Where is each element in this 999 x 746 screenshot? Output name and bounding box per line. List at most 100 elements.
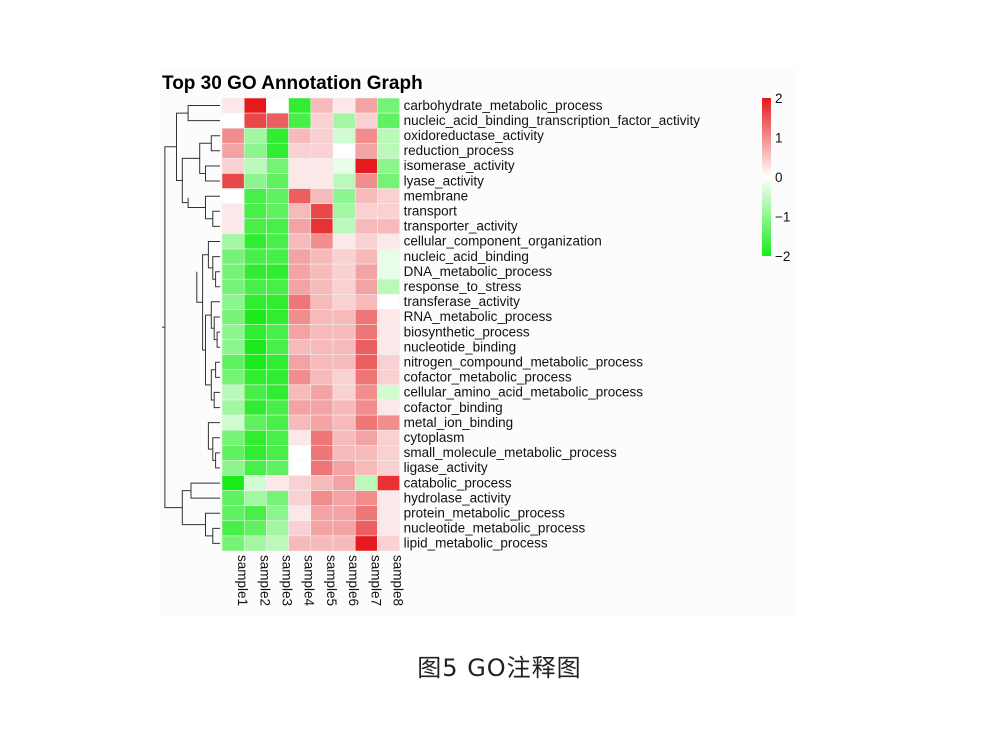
heatmap-cell (310, 399, 334, 416)
heatmap-cell (243, 97, 267, 114)
legend-tick-label: 0 (775, 170, 783, 185)
heatmap-cell (243, 248, 267, 265)
heatmap-cell (288, 158, 312, 174)
row-label: hydrolase_activity (404, 490, 512, 505)
heatmap-cell (221, 127, 245, 144)
heatmap-cells (221, 97, 400, 552)
heatmap-cell (243, 158, 267, 174)
heatmap-cell (243, 354, 267, 371)
heatmap-cell (243, 505, 267, 522)
heatmap-cell (332, 294, 356, 310)
row-label: nucleotide_metabolic_process (404, 521, 586, 536)
heatmap-cell (310, 203, 334, 220)
heatmap-cell (288, 384, 312, 401)
heatmap-cell (266, 399, 289, 416)
heatmap-cell (310, 339, 334, 355)
column-label: sample3 (280, 555, 295, 606)
row-label: cytoplasm (404, 430, 465, 445)
legend-tick-label: 1 (775, 131, 783, 146)
heatmap-cell (310, 278, 334, 295)
heatmap-cell (377, 490, 400, 506)
heatmap-cell (243, 263, 267, 280)
heatmap-cell (221, 173, 245, 189)
dendrogram-branch (212, 527, 220, 544)
heatmap-cell (377, 248, 400, 265)
heatmap-cell (221, 218, 245, 235)
heatmap-cell (354, 248, 378, 265)
dendrogram-branch (187, 105, 220, 122)
heatmap-cell (221, 324, 245, 340)
heatmap-cell (288, 188, 312, 204)
heatmap-cell (377, 399, 400, 416)
figure-caption: 图5 GO注释图 (417, 654, 582, 682)
dendrogram-branch (190, 482, 220, 499)
heatmap-cell (266, 520, 289, 537)
heatmap-cell (332, 414, 356, 431)
heatmap-cell (221, 429, 245, 446)
row-label: cellular_component_organization (404, 234, 602, 249)
column-label: sample6 (346, 555, 361, 606)
heatmap-cell (243, 475, 267, 491)
heatmap-cell (354, 369, 378, 386)
heatmap-cell (266, 127, 289, 144)
heatmap-cell (310, 535, 334, 552)
heatmap-cell (288, 143, 312, 159)
column-label: sample8 (391, 555, 406, 606)
heatmap-cell (310, 384, 334, 401)
dendrogram-branch (215, 271, 220, 288)
heatmap-cell (288, 490, 312, 506)
dendrogram-branch (210, 369, 216, 401)
heatmap-cell (332, 97, 356, 114)
chart-title: Top 30 GO Annotation Graph (162, 73, 423, 94)
heatmap-cell (243, 520, 267, 537)
column-label: sample2 (257, 555, 272, 606)
heatmap-cell (266, 535, 289, 552)
column-label: sample5 (324, 555, 339, 606)
heatmap-cell (310, 309, 334, 325)
heatmap-cell (221, 248, 245, 265)
heatmap-cell (266, 233, 289, 250)
heatmap-cell (221, 535, 245, 552)
heatmap-cell (354, 127, 378, 144)
heatmap-cell (310, 112, 334, 129)
heatmap-cell (354, 173, 378, 189)
heatmap-cell (377, 414, 400, 431)
heatmap-cell (377, 97, 400, 114)
row-label: cofactor_metabolic_process (404, 370, 572, 385)
heatmap-cell (288, 203, 312, 220)
heatmap-cell (243, 460, 267, 476)
heatmap-cell (221, 490, 245, 506)
row-label: metal_ion_binding (404, 415, 514, 430)
dendrogram-branch (212, 256, 220, 280)
heatmap-cell (221, 203, 245, 220)
row-label: nucleic_acid_binding (404, 249, 529, 264)
heatmap-cell (332, 384, 356, 401)
heatmap-cell (354, 535, 378, 552)
heatmap-chart: Top 30 GO Annotation Graph carbohydrate_… (162, 73, 790, 607)
heatmap-cell (266, 294, 289, 310)
dendrogram-branch (205, 314, 212, 386)
dendrogram-branch (212, 437, 220, 461)
heatmap-cell (332, 143, 356, 159)
heatmap-cell (243, 294, 267, 310)
column-labels: sample1 sample2 sample3 sample4 sample5 sampl… (235, 555, 405, 607)
dendrogram-branch (196, 271, 203, 303)
heatmap-cell (332, 475, 356, 491)
heatmap-cell (354, 263, 378, 280)
heatmap-figure: Top 30 GO Annotation Graph carbohydrate_… (160, 68, 796, 616)
heatmap-cell (288, 339, 312, 355)
heatmap-cell (288, 173, 312, 189)
heatmap-cell (377, 203, 400, 220)
heatmap-cell (266, 188, 289, 204)
heatmap-cell (221, 263, 245, 280)
heatmap-cell (266, 263, 289, 280)
heatmap-cell (377, 278, 400, 295)
heatmap-cell (243, 535, 267, 552)
heatmap-cell (310, 354, 334, 371)
heatmap-cell (332, 445, 356, 461)
heatmap-cell (310, 218, 334, 235)
heatmap-cell (288, 127, 312, 144)
heatmap-cell (221, 505, 245, 522)
dendrogram-branch (202, 254, 209, 351)
heatmap-cell (377, 233, 400, 250)
